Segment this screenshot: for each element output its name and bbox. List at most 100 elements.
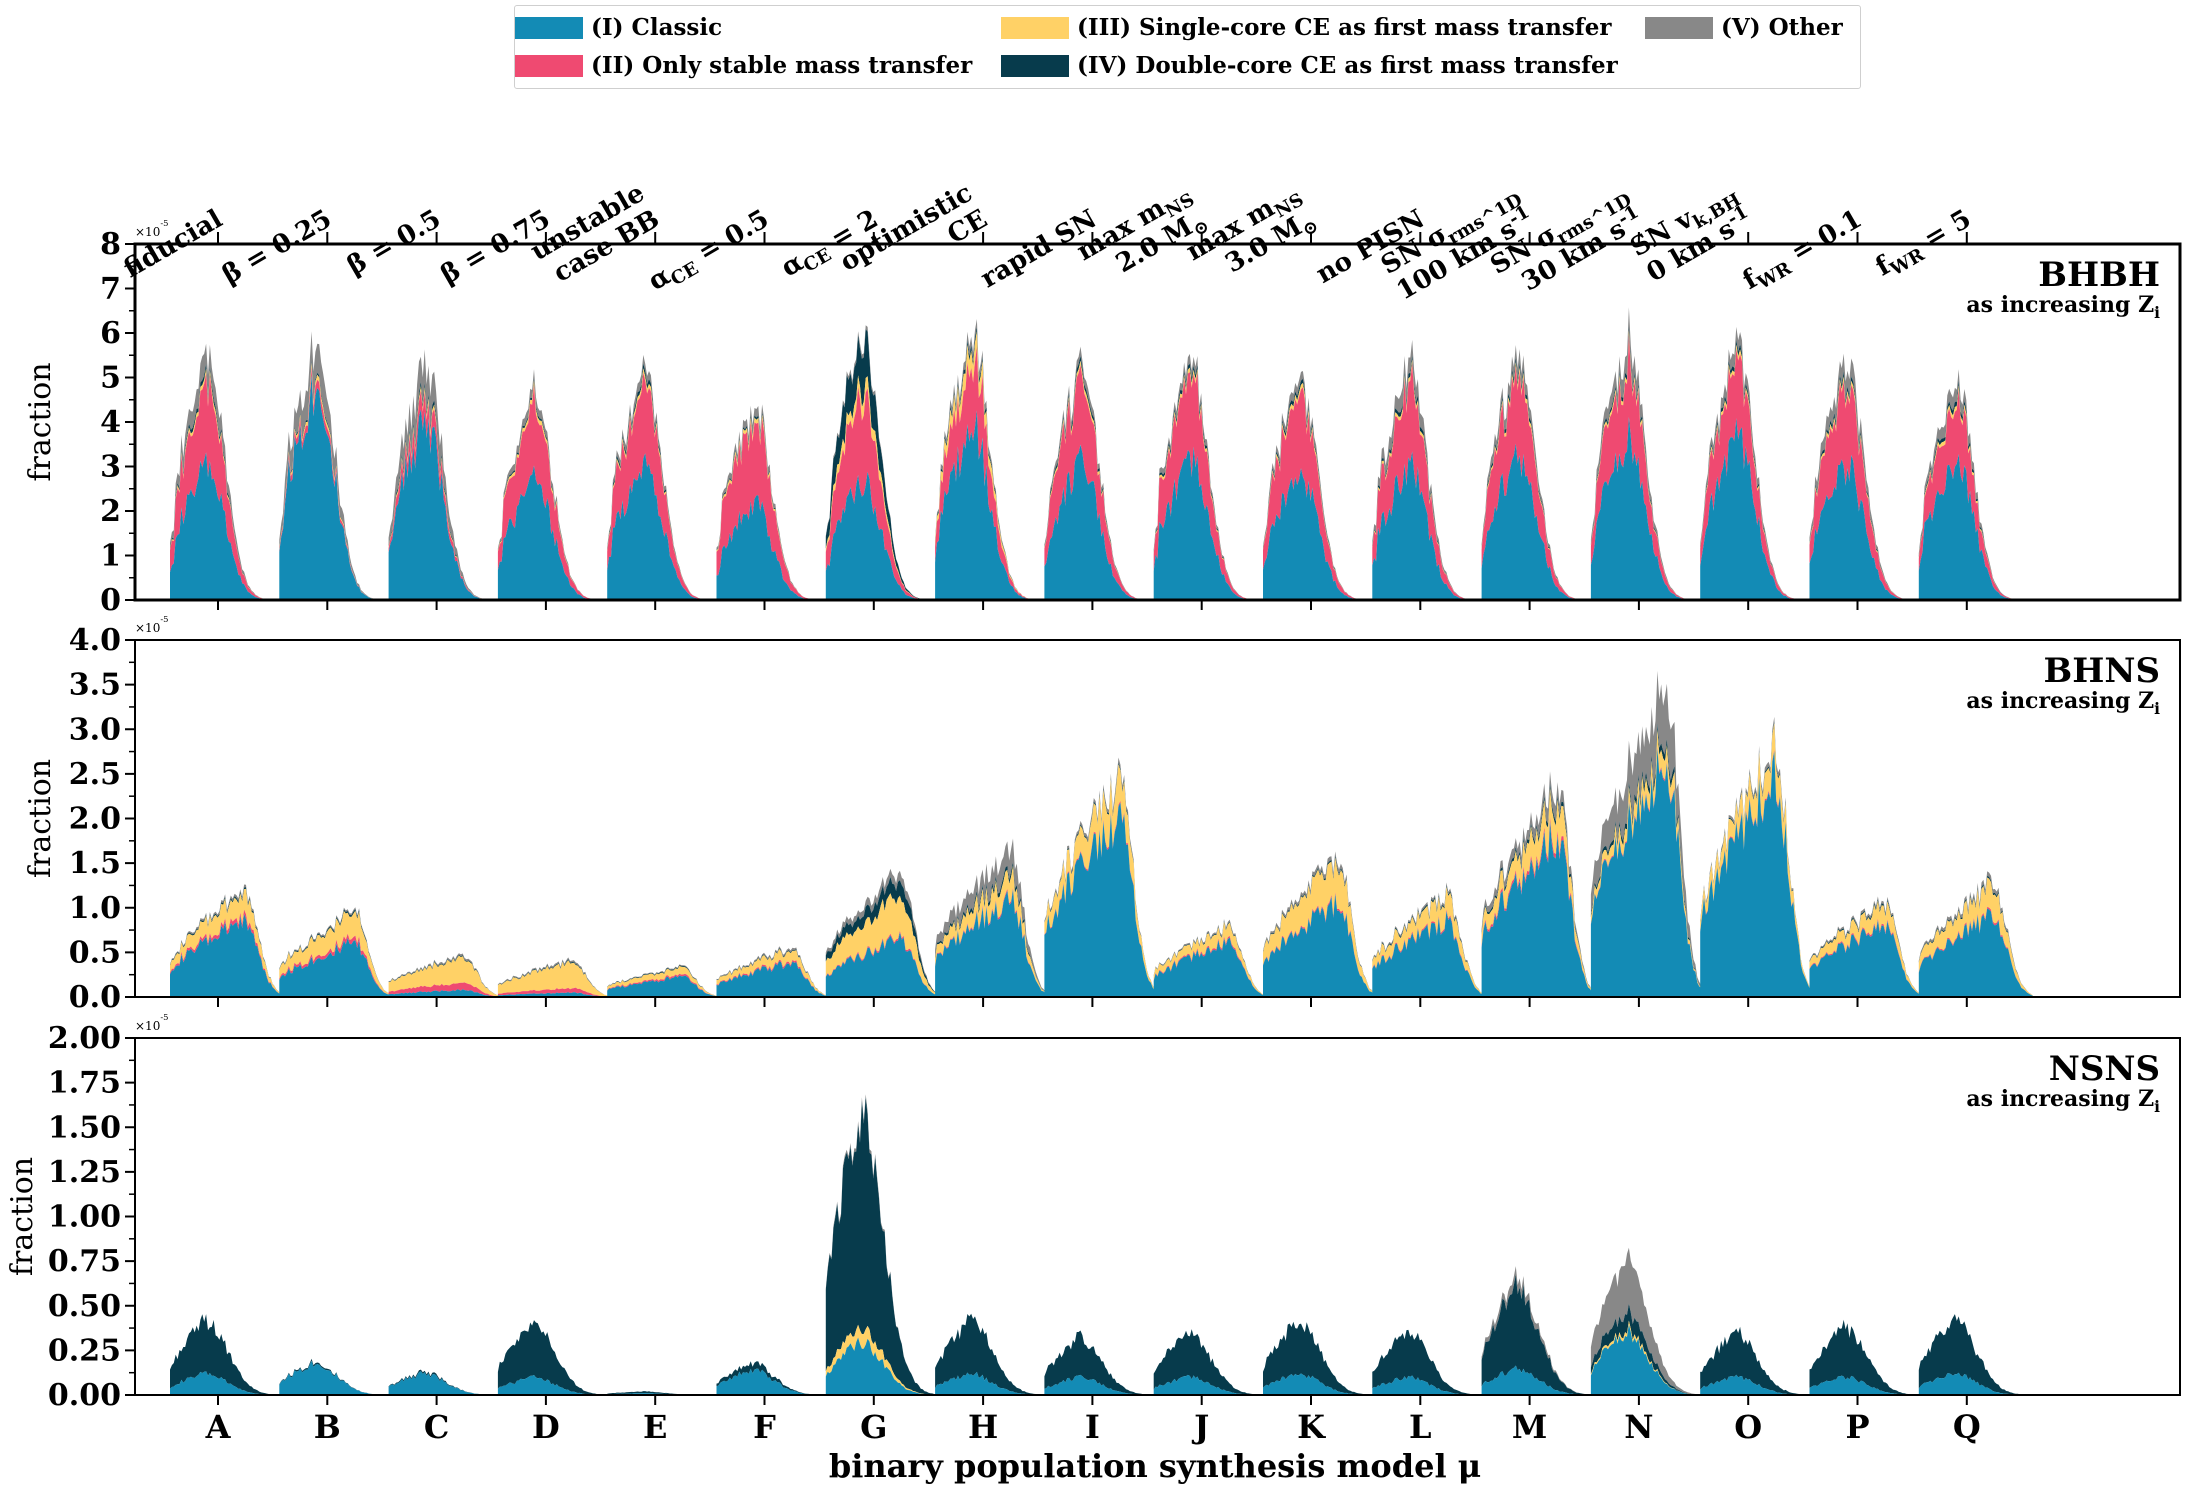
- legend-label-double: (IV) Double-core CE as first mass transf…: [1077, 52, 1618, 79]
- series-group-Q: [1918, 871, 2033, 997]
- series-group-Q: [1918, 369, 2033, 600]
- area-double-H: [935, 1313, 1050, 1395]
- legend-swatch-double: [1001, 55, 1069, 77]
- area-double-G: [825, 1097, 940, 1395]
- legend-swatch-stable: [515, 55, 583, 77]
- area-classic-E: [607, 453, 722, 600]
- area-stable-A: [170, 373, 284, 600]
- area-classic-C: [388, 409, 503, 600]
- series-group-G: [825, 325, 940, 600]
- area-single-P: [1809, 900, 1924, 996]
- area-double-J: [1153, 1329, 1268, 1395]
- top-label-14: SN vk,BH​0 km s-1​: [1625, 178, 1757, 288]
- area-single-D: [497, 960, 612, 997]
- area-classic-O: [1700, 1374, 1815, 1395]
- series-group-N: [1590, 307, 1705, 600]
- legend: (I) Classic (II) Only stable mass transf…: [514, 5, 1861, 89]
- series-group-O: [1700, 1326, 1815, 1395]
- series-group-I: [1044, 757, 1159, 997]
- y-tick-label: 0.50: [48, 1289, 121, 1324]
- area-classic-A: [170, 914, 284, 997]
- area-stable-B: [279, 933, 394, 997]
- area-other-L: [1372, 882, 1487, 996]
- series-group-P: [1809, 896, 1924, 997]
- series-group-O: [1700, 716, 1815, 997]
- top-label-line: αCE​ = 0.5: [643, 204, 776, 300]
- area-stable-D: [497, 987, 612, 997]
- area-classic-P: [1809, 1375, 1924, 1395]
- series-group-A: [170, 884, 284, 997]
- area-classic-P: [1809, 454, 1924, 600]
- area-classic-G: [825, 471, 940, 600]
- area-single-B: [279, 362, 394, 600]
- area-classic-F: [716, 495, 831, 600]
- legend-label-classic: (I) Classic: [591, 14, 723, 41]
- area-other-J: [1153, 919, 1268, 996]
- area-single-L: [1372, 886, 1487, 996]
- y-tick-label: 3.0: [69, 712, 121, 747]
- x-axis-label: binary population synthesis model μ: [829, 1447, 1481, 1485]
- y-tick-label: 2.0: [69, 802, 121, 837]
- area-classic-P: [1809, 920, 1924, 997]
- axis-multiplier: ×10-5​: [135, 1012, 169, 1033]
- area-classic-H: [935, 889, 1050, 997]
- area-classic-F: [716, 1368, 831, 1395]
- area-classic-G: [825, 932, 940, 997]
- legend-label-stable: (II) Only stable mass transfer: [591, 52, 973, 79]
- series-group-M: [1481, 345, 1596, 600]
- area-single-G: [825, 375, 940, 600]
- area-classic-M: [1481, 1365, 1596, 1395]
- top-label-line: β = 0.25: [217, 204, 336, 290]
- area-double-L: [1372, 885, 1487, 996]
- y-tick-label: 2.5: [69, 757, 121, 792]
- y-tick-label: 1.00: [48, 1200, 121, 1235]
- area-single-H: [935, 865, 1050, 996]
- series-group-H: [935, 1313, 1050, 1395]
- area-stable-K: [1263, 387, 1377, 600]
- y-tick-label: 8: [100, 227, 121, 262]
- top-label-line: fWR​ = 0.1: [1738, 204, 1869, 299]
- area-other-C: [388, 953, 503, 997]
- area-classic-M: [1481, 443, 1596, 600]
- series-group-C: [388, 953, 503, 997]
- x-category-label-A: A: [205, 1408, 232, 1446]
- top-label-15: fWR​ = 0.1: [1738, 204, 1869, 299]
- series-group-J: [1153, 1329, 1268, 1395]
- x-category-label-B: B: [314, 1408, 341, 1446]
- series-group-A: [170, 1314, 284, 1395]
- area-classic-I: [1044, 802, 1159, 997]
- area-double-M: [1481, 1274, 1596, 1395]
- area-stable-M: [1481, 366, 1596, 600]
- panel-nsns: 0.00 0.25 0.50 0.75 1.00 1.25 1.50 1.75 2.00 ×10-…: [5, 1012, 2181, 1413]
- area-classic-F: [716, 961, 831, 997]
- legend-item-stable: (II) Only stable mass transfer: [515, 52, 972, 80]
- area-single-E: [607, 966, 722, 997]
- area-single-Q: [1918, 877, 2033, 996]
- series-group-C: [388, 1369, 503, 1395]
- area-single-A: [170, 888, 284, 996]
- area-other-B: [279, 907, 394, 996]
- area-single-C: [388, 955, 503, 997]
- legend-item-other: (V) Other: [1645, 14, 1843, 42]
- legend-item-double: (IV) Double-core CE as first mass transf…: [1001, 52, 1618, 80]
- series-group-L: [1372, 1329, 1487, 1395]
- area-classic-O: [1700, 418, 1815, 600]
- top-label-5: αCE​ = 0.5: [643, 204, 776, 300]
- y-tick-label: 6: [100, 316, 121, 351]
- area-stable-P: [1809, 381, 1924, 600]
- series-group-D: [497, 369, 612, 600]
- area-single-O: [1700, 723, 1815, 993]
- area-other-C: [388, 349, 503, 600]
- area-other-A: [170, 343, 284, 600]
- y-tick-label: 1.0: [69, 891, 121, 926]
- series-group-H: [935, 838, 1050, 997]
- series-group-K: [1263, 1321, 1377, 1395]
- legend-swatch-other: [1645, 17, 1713, 39]
- top-label-10: max mNS​3.0 M⊙​: [1181, 178, 1322, 279]
- area-other-F: [716, 946, 831, 997]
- area-classic-E: [607, 975, 722, 997]
- area-classic-M: [1481, 821, 1596, 997]
- y-tick-label: 3: [100, 450, 121, 485]
